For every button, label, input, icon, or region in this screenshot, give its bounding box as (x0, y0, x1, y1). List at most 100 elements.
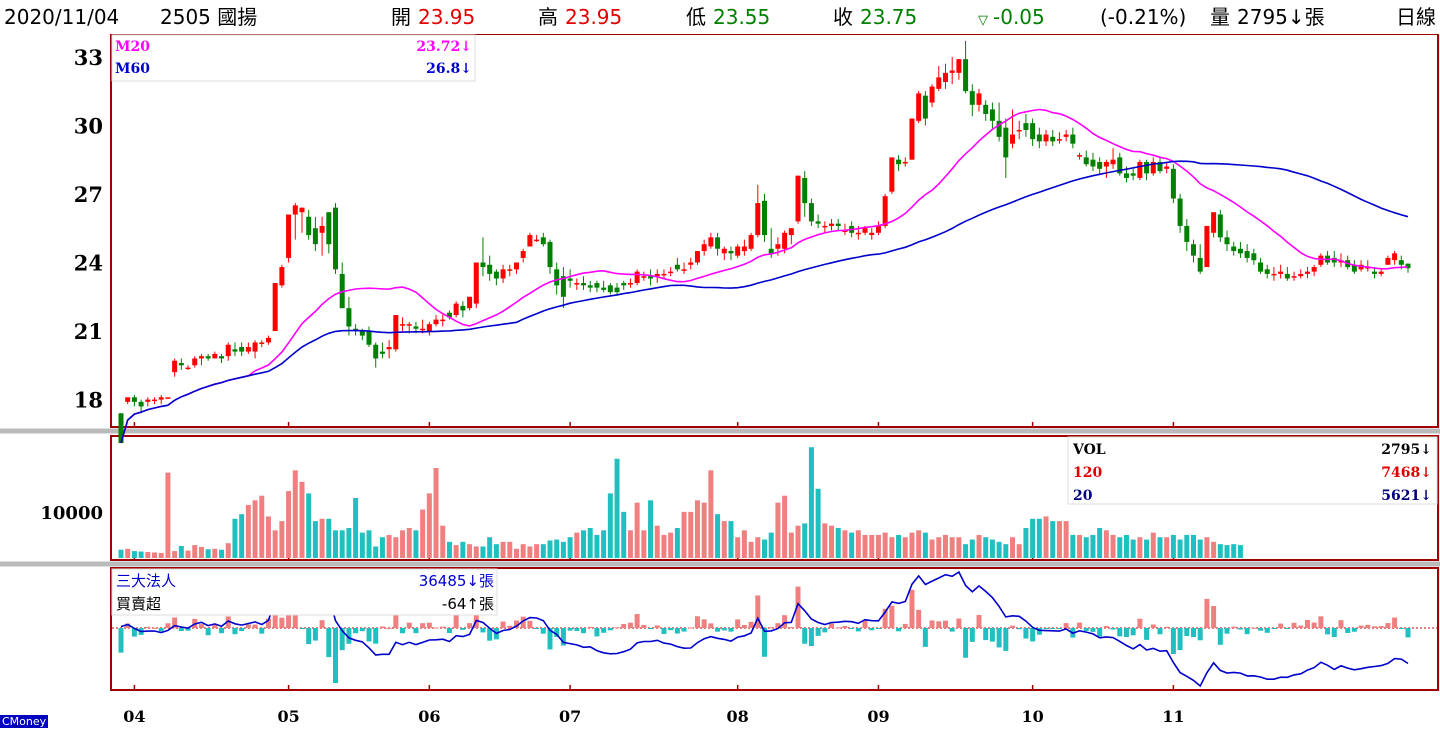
volume-bar (507, 541, 513, 558)
volume-bar (648, 500, 654, 558)
volume-bar (500, 541, 506, 558)
stock-chart: 18 21 24 27 30 33 04 05 06 07 08 09 10 11 10000 M20 2… (0, 34, 1440, 726)
candle (607, 285, 613, 293)
volume-bar (896, 534, 902, 558)
net-bar (560, 628, 566, 646)
net-bar (440, 626, 446, 628)
net-bar (1123, 628, 1129, 638)
candle (902, 161, 908, 164)
candle (1177, 198, 1183, 226)
candle (1077, 155, 1083, 157)
x-tick-label: 10 (1021, 707, 1043, 726)
candle (1211, 212, 1217, 233)
net-bar (896, 628, 902, 632)
net-bar (983, 628, 989, 641)
volume-bar (453, 545, 459, 558)
net-bar (1137, 618, 1143, 628)
net-bar (1010, 625, 1016, 628)
candle (359, 331, 365, 336)
net-bar (1264, 628, 1270, 633)
volume-bar (654, 525, 660, 558)
candle (748, 235, 754, 249)
net-bar (540, 628, 546, 634)
volume-bar (1197, 539, 1203, 558)
candle (386, 347, 392, 350)
net-bar (601, 628, 607, 633)
volume-bar (219, 549, 225, 558)
net-bar (319, 620, 325, 628)
institution-panel-frame (110, 567, 1439, 691)
volume-bar (1097, 528, 1103, 558)
net-bar (1036, 628, 1042, 635)
legend-inst-name: 三大法人 (116, 572, 176, 590)
legend-net-name: 買賣超 (116, 595, 161, 613)
net-bar (581, 628, 587, 634)
down-triangle-icon: ▽ (978, 13, 988, 28)
net-bar (607, 628, 613, 631)
x-tick-label: 04 (123, 707, 145, 726)
high-label: 高 (538, 5, 558, 29)
y-tick-label: 21 (74, 319, 103, 344)
candle (366, 331, 372, 345)
net-bar (1083, 628, 1089, 631)
volume-bar (413, 530, 419, 558)
volume-bar (808, 447, 814, 558)
volume-bar (1190, 534, 1197, 558)
volume-bar (1177, 539, 1183, 558)
candle (627, 283, 633, 285)
net-bar (353, 628, 359, 634)
net-bar (279, 617, 285, 628)
net-bar (1385, 623, 1391, 628)
volume-bar (929, 539, 935, 558)
x-tick-label: 08 (727, 707, 749, 726)
net-bar (875, 628, 881, 629)
candle (614, 287, 620, 293)
candle (205, 356, 211, 359)
net-bar (513, 620, 519, 628)
volume-bar (1030, 518, 1036, 558)
net-bar (534, 628, 540, 629)
volume-bar (668, 532, 674, 558)
net-bar (587, 626, 593, 628)
candle (775, 244, 781, 249)
net-bar (500, 621, 506, 628)
candle (1331, 257, 1337, 263)
net-bar (1204, 598, 1210, 628)
x-tick-label: 07 (559, 707, 581, 726)
candle (245, 347, 251, 352)
net-bar (1063, 623, 1069, 628)
net-bar (1184, 628, 1190, 637)
candle (1157, 161, 1163, 172)
legend-net-value: -64↑張 (442, 595, 494, 613)
net-bar (507, 625, 513, 628)
volume-bar (152, 552, 158, 558)
candle (989, 109, 995, 121)
x-tick-label: 11 (1162, 707, 1184, 726)
y-tick-label: 24 (74, 250, 103, 275)
net-bar (527, 620, 533, 628)
candle (420, 328, 426, 331)
legend-inst-value: 36485↓張 (419, 572, 494, 590)
x-tick-label: 06 (418, 707, 440, 726)
candle (326, 212, 332, 245)
net-bar (1244, 628, 1250, 635)
candle (708, 237, 714, 247)
volume-bar (487, 537, 493, 558)
ma20-line (120, 108, 1409, 444)
volume-bar (581, 530, 587, 558)
volume-bar (601, 530, 607, 558)
volume-bar (131, 551, 137, 558)
net-bar (956, 618, 962, 628)
volume-bar (701, 502, 707, 558)
candle (922, 95, 928, 119)
candle (346, 308, 352, 327)
candle (1278, 271, 1284, 274)
candle (1351, 264, 1357, 272)
candle (265, 337, 271, 343)
net-bar (1311, 622, 1317, 628)
volume-bar (520, 544, 526, 558)
candle (936, 77, 942, 89)
volume-bar (976, 534, 982, 558)
net-bar (1130, 628, 1136, 636)
quote-date: 2020/11/04 (4, 5, 120, 29)
